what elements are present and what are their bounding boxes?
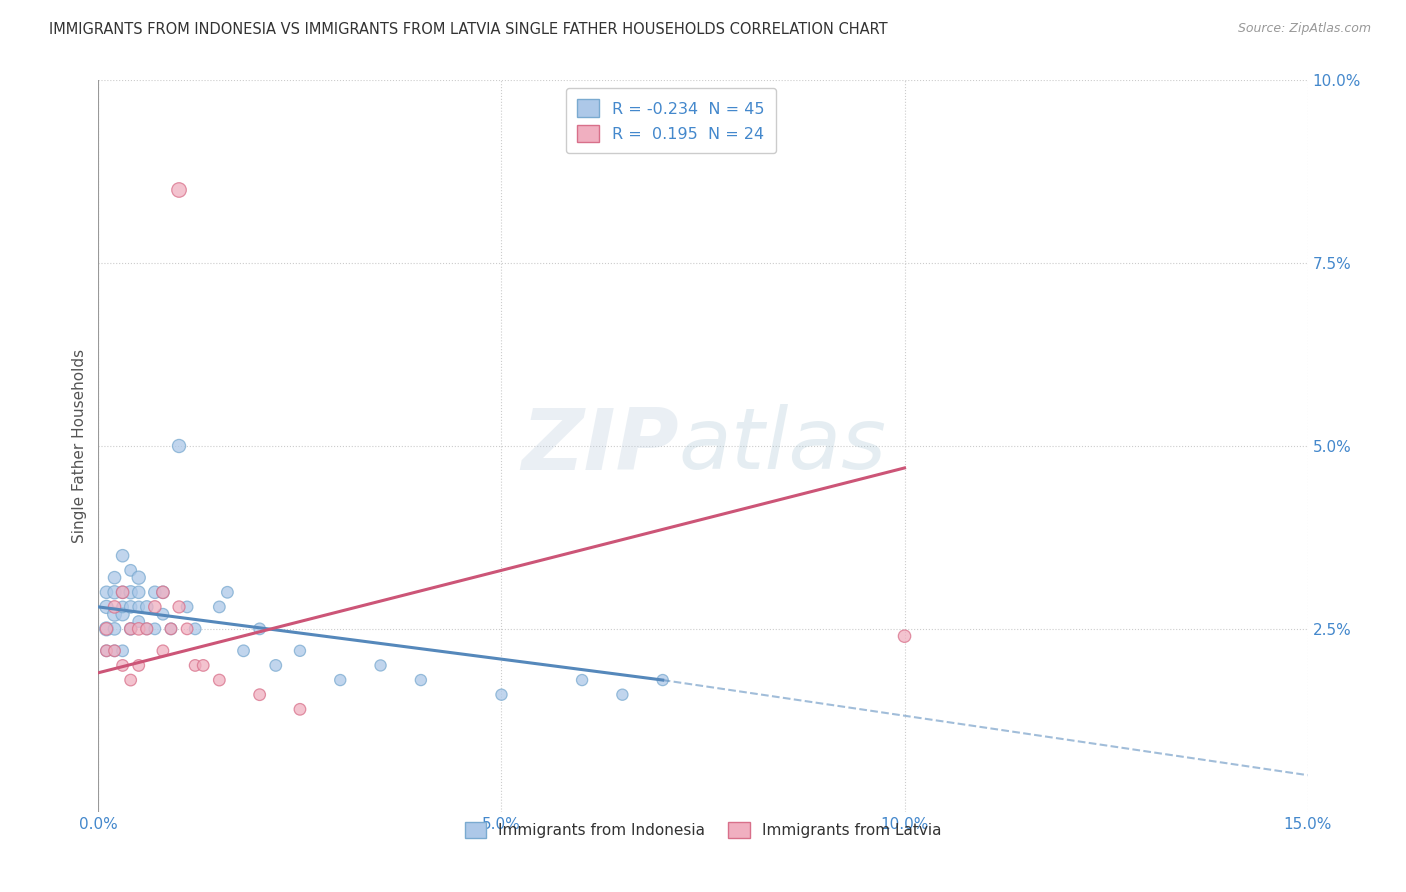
Point bbox=[103, 571, 125, 585]
Point bbox=[120, 599, 142, 614]
Point bbox=[111, 549, 134, 563]
Point bbox=[152, 644, 174, 658]
Point bbox=[128, 658, 150, 673]
Point bbox=[249, 622, 271, 636]
Point bbox=[176, 599, 198, 614]
Point bbox=[111, 644, 134, 658]
Point bbox=[111, 599, 134, 614]
Point bbox=[409, 673, 432, 687]
Point bbox=[120, 563, 142, 577]
Point bbox=[128, 615, 150, 629]
Point bbox=[288, 644, 311, 658]
Point bbox=[167, 183, 190, 197]
Point bbox=[893, 629, 915, 643]
Point bbox=[152, 585, 174, 599]
Legend: Immigrants from Indonesia, Immigrants from Latvia: Immigrants from Indonesia, Immigrants fr… bbox=[458, 816, 948, 845]
Point bbox=[103, 585, 125, 599]
Point bbox=[128, 585, 150, 599]
Point bbox=[217, 585, 239, 599]
Point bbox=[111, 585, 134, 599]
Point bbox=[571, 673, 593, 687]
Point bbox=[103, 622, 125, 636]
Point bbox=[103, 644, 125, 658]
Point bbox=[96, 585, 118, 599]
Text: ZIP: ZIP bbox=[522, 404, 679, 488]
Point bbox=[288, 702, 311, 716]
Point bbox=[152, 607, 174, 622]
Point bbox=[128, 599, 150, 614]
Point bbox=[103, 644, 125, 658]
Point bbox=[96, 644, 118, 658]
Point bbox=[120, 673, 142, 687]
Point bbox=[111, 658, 134, 673]
Point bbox=[128, 622, 150, 636]
Point bbox=[96, 599, 118, 614]
Point bbox=[264, 658, 287, 673]
Point bbox=[152, 585, 174, 599]
Point bbox=[96, 622, 118, 636]
Point bbox=[612, 688, 634, 702]
Point bbox=[120, 585, 142, 599]
Point bbox=[96, 622, 118, 636]
Point bbox=[103, 599, 125, 614]
Point bbox=[184, 622, 207, 636]
Point bbox=[208, 673, 231, 687]
Point bbox=[176, 622, 198, 636]
Point bbox=[167, 599, 190, 614]
Text: atlas: atlas bbox=[679, 404, 887, 488]
Point bbox=[651, 673, 673, 687]
Point bbox=[370, 658, 392, 673]
Point bbox=[135, 599, 157, 614]
Point bbox=[193, 658, 215, 673]
Point bbox=[208, 599, 231, 614]
Point bbox=[103, 607, 125, 622]
Text: Source: ZipAtlas.com: Source: ZipAtlas.com bbox=[1237, 22, 1371, 36]
Point bbox=[143, 585, 166, 599]
Point bbox=[128, 571, 150, 585]
Point bbox=[120, 622, 142, 636]
Text: IMMIGRANTS FROM INDONESIA VS IMMIGRANTS FROM LATVIA SINGLE FATHER HOUSEHOLDS COR: IMMIGRANTS FROM INDONESIA VS IMMIGRANTS … bbox=[49, 22, 887, 37]
Point bbox=[329, 673, 352, 687]
Point bbox=[120, 622, 142, 636]
Y-axis label: Single Father Households: Single Father Households bbox=[72, 349, 87, 543]
Point bbox=[96, 644, 118, 658]
Point bbox=[111, 585, 134, 599]
Point bbox=[143, 622, 166, 636]
Point bbox=[135, 622, 157, 636]
Point bbox=[160, 622, 183, 636]
Point bbox=[184, 658, 207, 673]
Point bbox=[143, 599, 166, 614]
Point bbox=[135, 622, 157, 636]
Point bbox=[249, 688, 271, 702]
Point bbox=[160, 622, 183, 636]
Point bbox=[232, 644, 254, 658]
Point bbox=[111, 607, 134, 622]
Point bbox=[491, 688, 513, 702]
Point bbox=[167, 439, 190, 453]
